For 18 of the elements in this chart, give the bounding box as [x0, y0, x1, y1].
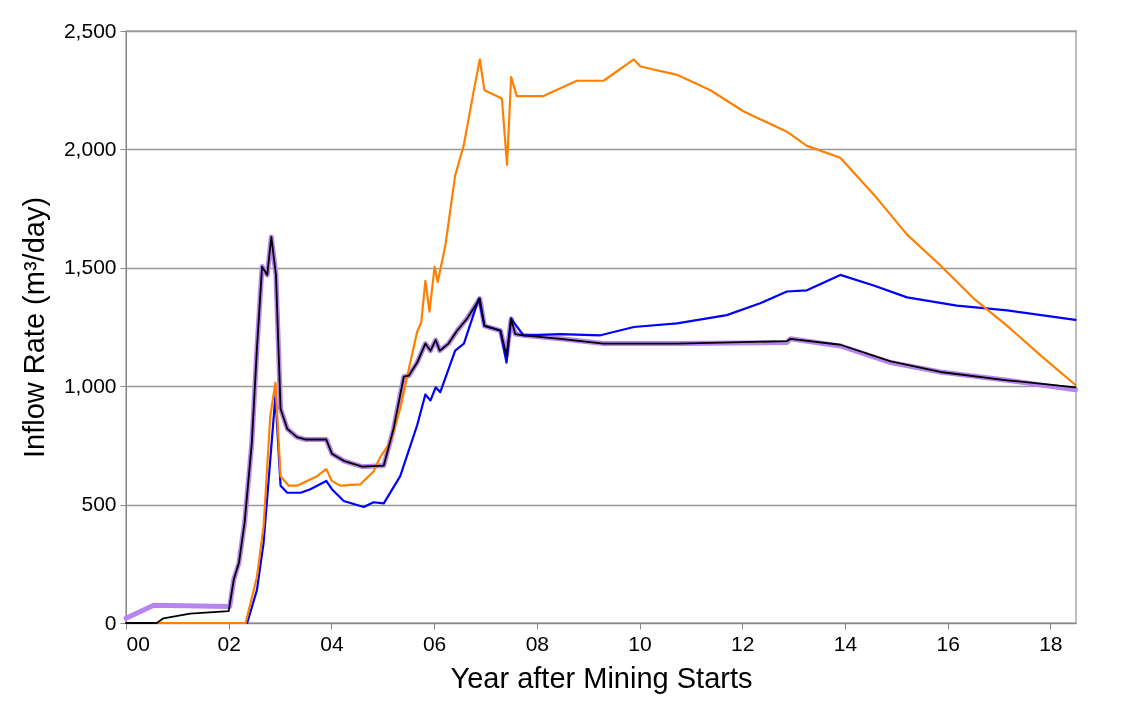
x-tick-label: 04: [320, 631, 344, 655]
y-tick-label: 2,000: [63, 136, 117, 160]
y-axis-title: Inflow Rate (m³/day): [17, 196, 50, 459]
y-tick-label: 500: [81, 492, 117, 516]
y-tick-label: 1,000: [63, 373, 117, 397]
x-tick-label: 14: [833, 631, 858, 655]
x-tick-label: 18: [1039, 631, 1063, 655]
x-tick-label: 00: [126, 631, 150, 655]
x-tick-label: 02: [217, 631, 241, 655]
x-tick-label: 10: [628, 631, 652, 655]
x-tick-label: 06: [422, 631, 447, 655]
x-axis-title: Year after Mining Starts: [450, 661, 753, 694]
x-tick-label: 12: [731, 631, 755, 655]
x-tick-label: 08: [525, 631, 549, 655]
y-tick-label: 0: [104, 610, 117, 634]
x-tick-label: 16: [936, 631, 960, 655]
y-tick-label: 1,500: [63, 255, 117, 279]
y-tick-label: 2,500: [63, 18, 117, 42]
